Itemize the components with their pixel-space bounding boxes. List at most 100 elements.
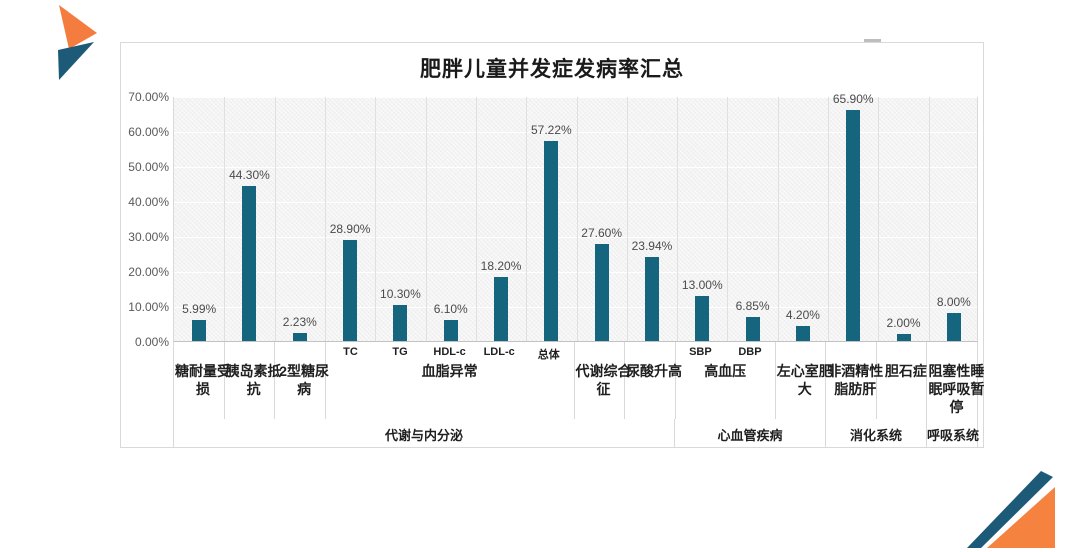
- gridline-vertical: [526, 97, 527, 341]
- tick-cell: [575, 342, 626, 360]
- gridline-vertical: [677, 97, 678, 341]
- tick-cell: [625, 342, 676, 360]
- category-label-cell: 高血压: [676, 360, 776, 419]
- category-label-cell: 代谢综合征: [575, 360, 632, 419]
- chart-title: 肥胖儿童并发症发病率汇总: [420, 58, 684, 81]
- gridline-horizontal: [174, 167, 977, 168]
- bar-value-label: 4.20%: [785, 308, 820, 323]
- bar: [292, 333, 307, 341]
- category-label: 胰岛素抵抗: [225, 363, 282, 398]
- bar: [393, 304, 408, 341]
- bar-value-label: 65.90%: [832, 92, 874, 107]
- gridline-horizontal: [174, 202, 977, 203]
- x-tick-label: DBP: [738, 346, 762, 358]
- bar-value-label: 6.10%: [433, 301, 468, 316]
- bar-value-label: 13.00%: [681, 277, 723, 292]
- tick-cell: TC TG HDL-c LDL-c 总体: [326, 342, 575, 361]
- y-tick-label: 30.00%: [128, 230, 169, 244]
- bar-value-label: 23.94%: [631, 239, 673, 254]
- logo-teal-triangle: [58, 42, 94, 80]
- tick-cell: [225, 342, 276, 360]
- gridline-vertical: [375, 97, 376, 341]
- group-label: 心血管疾病: [675, 419, 826, 448]
- x-tick-label: [225, 342, 275, 360]
- y-tick-label: 20.00%: [128, 265, 169, 279]
- axis-row-groups: 代谢与内分泌 心血管疾病 消化系统 呼吸系统: [173, 419, 979, 448]
- x-tick-label: [877, 342, 927, 360]
- category-label-cell: 尿酸升高: [625, 360, 682, 419]
- category-label: 血脂异常: [421, 363, 478, 379]
- bar: [795, 326, 810, 341]
- tick-cell: [927, 342, 978, 360]
- y-tick-label: 60.00%: [128, 125, 169, 139]
- bar-value-label: 27.60%: [581, 226, 622, 241]
- bar-value-label: 5.99%: [182, 302, 217, 317]
- gridline-vertical: [828, 97, 829, 341]
- group-label: 消化系统: [826, 419, 927, 448]
- bar-value-label: 28.90%: [329, 221, 371, 236]
- gridline-horizontal: [174, 307, 977, 308]
- category-label: 阻塞性睡眠呼吸暂停: [928, 363, 985, 416]
- gridline-horizontal: [174, 97, 977, 98]
- gridline-horizontal: [174, 132, 977, 133]
- x-tick-label: LDL-c: [483, 346, 515, 358]
- group-label: 代谢与内分泌: [174, 419, 675, 448]
- gridline-vertical: [577, 97, 578, 341]
- bar-value-label: 18.20%: [480, 259, 522, 274]
- x-tick-label: HDL-c: [433, 346, 466, 358]
- x-tick-label: [275, 342, 325, 360]
- tick-cell: [776, 342, 827, 360]
- bar-value-label: 44.30%: [229, 167, 270, 182]
- x-tick-label: [174, 342, 224, 360]
- x-tick-label: [776, 342, 826, 360]
- bar: [544, 140, 559, 341]
- axis-row-categories: 糖耐量受损 胰岛素抵抗 2型糖尿病 血脂异常 代谢综合征 尿酸升高 高血压 左心室肥大 非酒精性…: [173, 360, 984, 419]
- gridline-vertical: [224, 97, 225, 341]
- plot-area: 5.99% 44.30% 2.23% 28.90% 10.30% 6.10% 18.20% 5…: [173, 92, 978, 342]
- bar: [644, 257, 659, 341]
- category-axis: TC TG HDL-c LDL-c 总体 SBP DBP 糖耐量受损 胰岛素抵抗 2型糖尿病 血脂…: [173, 342, 984, 448]
- category-label: 高血压: [704, 363, 747, 379]
- bar-value-label: 2.00%: [886, 316, 921, 330]
- bar: [494, 277, 509, 341]
- gridline-vertical: [426, 97, 427, 341]
- category-label-cell: 左心室肥大: [776, 360, 833, 419]
- group-label: 呼吸系统: [927, 419, 979, 448]
- bar-value-label: 2.23%: [282, 315, 317, 330]
- category-label: 非酒精性脂肪肝: [827, 363, 884, 398]
- corner-teal-stripe: [967, 471, 1053, 548]
- bar-value-label: 8.00%: [936, 295, 971, 309]
- category-label-cell: 2型糖尿病: [275, 360, 329, 419]
- y-tick-label: 10.00%: [128, 300, 169, 314]
- x-tick-label: [826, 342, 876, 360]
- bar: [192, 320, 207, 341]
- y-tick-label: 40.00%: [128, 195, 169, 209]
- y-tick-label: 0.00%: [134, 335, 169, 349]
- category-label: 胆石症: [884, 363, 927, 379]
- y-tick-label: 70.00%: [128, 90, 169, 104]
- category-label-cell: 胆石症: [877, 360, 928, 419]
- category-label-cell: 胰岛素抵抗: [225, 360, 282, 419]
- category-label: 糖耐量受损: [175, 363, 231, 398]
- gridline-vertical: [476, 97, 477, 341]
- gridline-vertical: [929, 97, 930, 341]
- bar: [896, 334, 911, 341]
- category-label-cell: 血脂异常: [326, 360, 575, 419]
- category-label-cell: 非酒精性脂肪肝: [826, 360, 883, 419]
- tick-cell: [826, 342, 877, 360]
- bar-value-label: 57.22%: [530, 122, 572, 137]
- corner-accent-icon: [967, 471, 1055, 548]
- x-tick-label: TG: [392, 346, 408, 358]
- bar: [343, 239, 358, 341]
- x-tick-label: SBP: [689, 346, 712, 358]
- corner-orange-triangle: [987, 487, 1055, 548]
- category-label: 代谢综合征: [575, 363, 632, 398]
- x-tick-label: 总体: [537, 349, 560, 361]
- tick-cell: [275, 342, 326, 360]
- bar-value-label: 10.30%: [380, 286, 421, 301]
- gridline-horizontal: [174, 237, 977, 238]
- gridline-vertical: [275, 97, 276, 341]
- y-tick-label: 50.00%: [128, 160, 169, 174]
- bar-value-label: 6.85%: [735, 299, 770, 314]
